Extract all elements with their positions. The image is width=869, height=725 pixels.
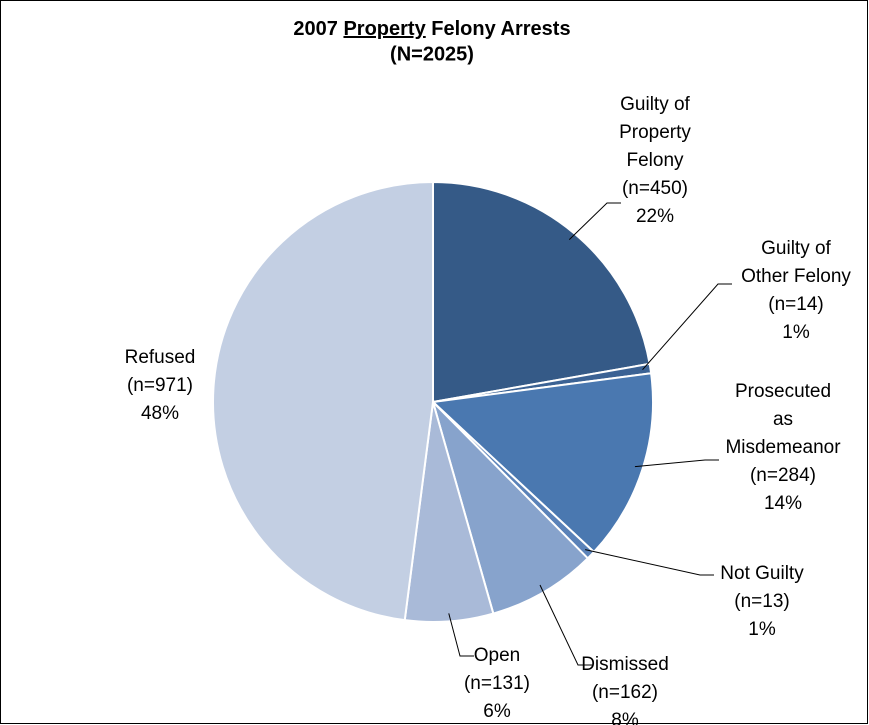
slice-label: Property [619,122,691,143]
chart-title: 2007 Property Felony Arrests [293,18,570,40]
slice-label: Guilty of [761,238,831,259]
value-label: (n=13) [734,591,789,612]
value-label: (n=450) [622,178,688,199]
leader-line [568,202,621,240]
leader-line [642,283,732,371]
title-part: Property [343,18,426,40]
slice-label: Not Guilty [720,563,804,584]
percent-label: 1% [782,322,810,343]
slice-label: Other Felony [741,266,851,287]
value-label: (n=14) [768,294,823,315]
percent-label: 22% [636,206,674,227]
percent-label: 48% [141,403,179,424]
slice-label: as [773,409,793,430]
percent-label: 14% [764,493,802,514]
leader-line [585,549,714,576]
slice-label: Felony [626,150,684,171]
value-label: (n=284) [750,465,816,486]
slice-label: Misdemeanor [725,437,841,458]
pie-slice [212,180,434,622]
value-label: (n=131) [464,673,530,694]
chart-subtitle: (N=2025) [390,43,474,65]
value-label: (n=971) [127,375,193,396]
slice-label: Dismissed [581,654,669,675]
leader-line [448,613,474,657]
slice-label: Guilty of [620,94,690,115]
pie-slice [430,372,654,554]
title-part: Felony Arrests [431,18,570,40]
slice-label: Refused [125,347,196,368]
percent-label: 6% [483,701,511,722]
title-part: 2007 [293,18,338,40]
leader-line [634,459,719,468]
percent-label: 8% [611,710,639,725]
percent-label: 1% [748,619,776,640]
slice-label: Open [474,645,520,666]
pie-slice [432,180,651,404]
slice-label: Prosecuted [735,381,831,402]
leader-line [539,584,592,666]
pie-slice [432,401,590,615]
value-label: (n=162) [592,682,658,703]
